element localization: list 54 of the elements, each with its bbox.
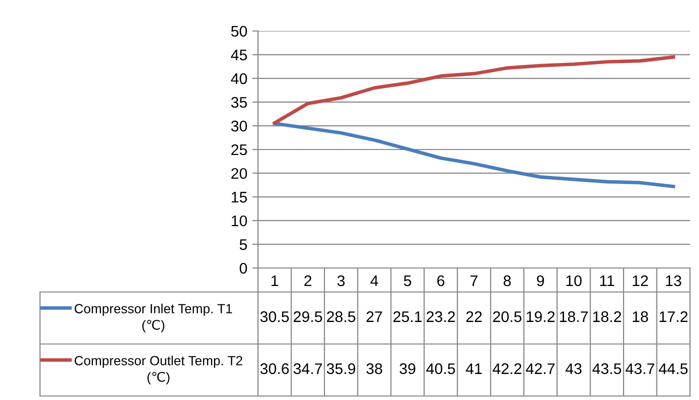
- data-label: 22: [466, 311, 482, 322]
- y-tick-label: 35: [231, 96, 247, 108]
- data-label: 25.1: [393, 311, 422, 322]
- data-label: 27: [366, 311, 382, 322]
- data-label: 34.7: [294, 363, 322, 374]
- x-tick-label: 12: [632, 275, 648, 286]
- data-label: 20.5: [493, 311, 522, 322]
- data-label: 44.5: [658, 363, 688, 374]
- data-label: 40.5: [426, 363, 455, 374]
- y-tick-label: 30: [231, 120, 247, 132]
- data-label: 28.5: [326, 311, 356, 322]
- y-tick-label: 0: [240, 262, 247, 274]
- x-tick-label: 7: [470, 276, 478, 286]
- legend-label: Compressor Outlet Temp. T2 (℃): [74, 356, 242, 384]
- x-tick-label: 5: [404, 276, 412, 286]
- data-label: 30.5: [260, 311, 289, 322]
- line-series: [272, 122, 676, 188]
- y-tick-label: 20: [231, 168, 247, 179]
- data-label: 18: [632, 311, 648, 322]
- data-label: 43.5: [592, 363, 622, 374]
- x-tick-label: 1: [272, 276, 278, 286]
- data-label: 43.7: [626, 363, 654, 374]
- line-series: [272, 55, 676, 125]
- x-tick-label: 2: [304, 275, 312, 286]
- data-label: 38: [366, 363, 382, 374]
- y-tick-label: 45: [230, 50, 247, 60]
- y-tick-label: 10: [232, 215, 247, 226]
- data-label: 30.6: [260, 363, 289, 374]
- data-label: 29.5: [294, 311, 322, 322]
- x-tick-label: 9: [536, 275, 544, 286]
- data-label: 18.2: [593, 311, 622, 322]
- y-tick-label: 15: [232, 192, 247, 203]
- data-label: 18.7: [560, 311, 588, 322]
- data-label: 39: [400, 363, 416, 374]
- data-label: 42.2: [492, 363, 522, 374]
- data-label: 43: [566, 363, 582, 374]
- y-tick-label: 25: [231, 144, 247, 156]
- y-tick-label: 40: [230, 73, 247, 84]
- y-tick-label: 5: [240, 239, 247, 250]
- data-label: 23.2: [426, 311, 455, 322]
- x-tick-label: 13: [666, 275, 682, 286]
- y-tick-label: 50: [231, 26, 247, 37]
- x-tick-label: 4: [370, 276, 378, 286]
- data-label: 35.9: [326, 363, 356, 374]
- x-tick-label: 11: [600, 276, 614, 286]
- x-tick-label: 10: [566, 275, 582, 286]
- x-tick-label: 3: [337, 275, 345, 286]
- data-label: 42.7: [526, 363, 555, 374]
- legend-label: Compressor Inlet Temp. T1 (℃): [74, 304, 232, 332]
- data-label: 17.2: [660, 311, 688, 322]
- data-label: 41: [466, 363, 482, 374]
- data-label: 19.2: [526, 311, 555, 322]
- x-tick-label: 6: [437, 275, 444, 286]
- x-tick-label: 8: [504, 275, 511, 286]
